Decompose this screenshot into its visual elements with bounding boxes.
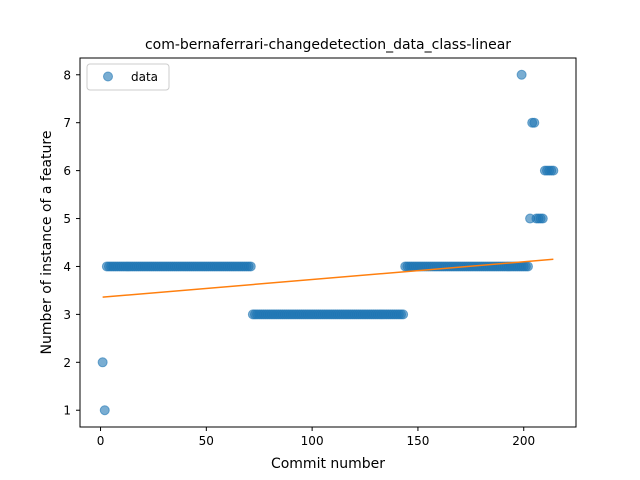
y-tick-label: 6 <box>63 164 71 178</box>
y-tick-label: 5 <box>63 212 71 226</box>
data-point <box>522 261 533 272</box>
data-point <box>529 117 540 128</box>
data-point <box>516 69 527 80</box>
chart-title: com-bernaferrari-changedetection_data_cl… <box>145 37 511 53</box>
y-tick-label: 2 <box>63 356 71 370</box>
x-tick-label: 100 <box>301 434 324 448</box>
x-axis-label: Commit number <box>271 456 385 472</box>
x-tick-label: 50 <box>199 434 214 448</box>
legend-box <box>86 63 170 91</box>
data-point <box>99 405 110 416</box>
x-tick-label: 0 <box>97 434 105 448</box>
y-tick-label: 4 <box>63 260 71 274</box>
axes-frame <box>79 57 577 428</box>
y-tick-label: 3 <box>63 308 71 322</box>
data-point <box>548 165 559 176</box>
y-tick-label: 8 <box>63 68 71 82</box>
y-tick-label: 7 <box>63 116 71 130</box>
data-point <box>398 309 409 320</box>
plot-area <box>97 69 559 416</box>
data-point <box>537 213 548 224</box>
legend-marker-data <box>103 71 113 82</box>
legend-label-data: data <box>131 70 158 84</box>
data-point <box>245 261 256 272</box>
data-point <box>97 357 108 368</box>
x-tick-label: 150 <box>406 434 429 448</box>
y-axis-label: Number of instance of a feature <box>39 131 55 355</box>
axis-ticks: 0 50 100 150 200 1 2 3 4 5 6 7 8 <box>63 68 535 448</box>
legend: data <box>86 63 170 91</box>
x-tick-label: 200 <box>512 434 535 448</box>
y-tick-label: 1 <box>63 404 71 418</box>
fit-line <box>102 258 554 298</box>
